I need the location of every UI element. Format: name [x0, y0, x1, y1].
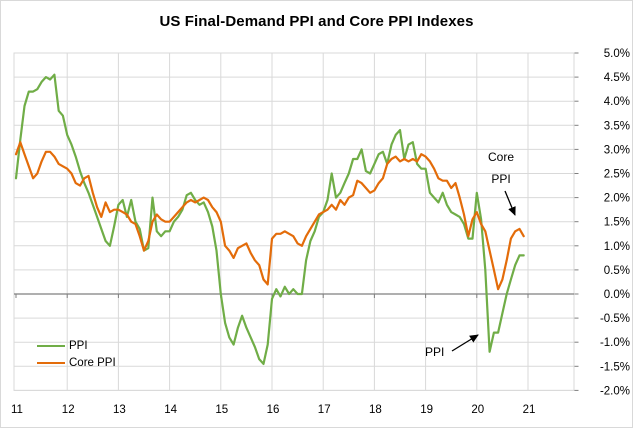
- legend-item-ppi: PPI: [37, 337, 116, 354]
- chart-title: US Final-Demand PPI and Core PPI Indexes: [159, 13, 474, 30]
- ppi-legend-line: [37, 344, 65, 347]
- core-ppi-annotation-line2: PPI: [491, 172, 511, 186]
- x-axis-label: 17: [318, 404, 331, 416]
- x-axis-label: 21: [523, 404, 536, 416]
- ppi-legend-label: PPI: [69, 339, 88, 352]
- y-axis-label: 5.0%: [604, 48, 630, 60]
- y-axis-label: 4.0%: [604, 96, 630, 108]
- ppi-line: [14, 73, 525, 365]
- y-axis-label: 2.5%: [604, 169, 630, 181]
- y-axis-label: 0.0%: [604, 289, 630, 301]
- core-ppi-annotation-arrow: [504, 190, 516, 216]
- x-axis-label: 15: [215, 404, 228, 416]
- y-axis-label: 1.0%: [604, 241, 630, 253]
- x-axis-label: 16: [267, 404, 280, 416]
- x-axis-label: 18: [369, 404, 382, 416]
- plot-border: [13, 52, 575, 391]
- y-axis-label: 1.5%: [604, 217, 630, 229]
- y-axis-label: -1.0%: [600, 337, 630, 349]
- y-axis-label: 0.5%: [604, 265, 630, 277]
- x-axis-label: 11: [11, 404, 23, 416]
- y-axis-label: 4.5%: [604, 72, 630, 84]
- x-axis-label: 19: [420, 404, 433, 416]
- ppi-annotation-arrow: [451, 334, 479, 352]
- y-axis-label: 2.0%: [604, 193, 630, 205]
- ppi-annotation: PPI: [425, 345, 445, 359]
- y-axis-label: -1.5%: [600, 361, 630, 373]
- core-ppi-annotation-line1: Core: [487, 150, 514, 164]
- y-axis-label: 3.0%: [604, 144, 630, 156]
- x-axis-label: 12: [62, 404, 75, 416]
- x-axis-label: 13: [113, 404, 126, 416]
- core-ppi-line: [14, 141, 525, 291]
- y-axis-label: 3.5%: [604, 120, 630, 132]
- y-axis-label: -2.0%: [600, 385, 630, 397]
- core-ppi-legend-line: [37, 361, 65, 364]
- legend: PPI Core PPI: [37, 337, 116, 371]
- x-axis-label: 14: [164, 404, 177, 416]
- y-axis-label: -0.5%: [600, 313, 630, 325]
- core-ppi-legend-label: Core PPI: [69, 356, 116, 369]
- core-ppi-annotation: Core PPI: [475, 146, 527, 190]
- legend-item-core-ppi: Core PPI: [37, 354, 116, 371]
- x-axis-label: 20: [471, 404, 484, 416]
